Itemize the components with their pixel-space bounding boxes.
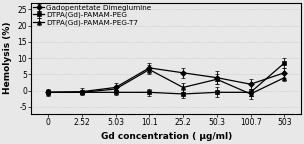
Legend: Gadopentetate Dimeglumine, DTPA(Gd)-PAMAM-PEG, DTPA(Gd)-PAMAM-PEG-T7: Gadopentetate Dimeglumine, DTPA(Gd)-PAMA… — [33, 4, 152, 26]
Y-axis label: Hemolysis (%): Hemolysis (%) — [3, 22, 12, 94]
X-axis label: Gd concentration ( μg/ml): Gd concentration ( μg/ml) — [101, 132, 232, 141]
